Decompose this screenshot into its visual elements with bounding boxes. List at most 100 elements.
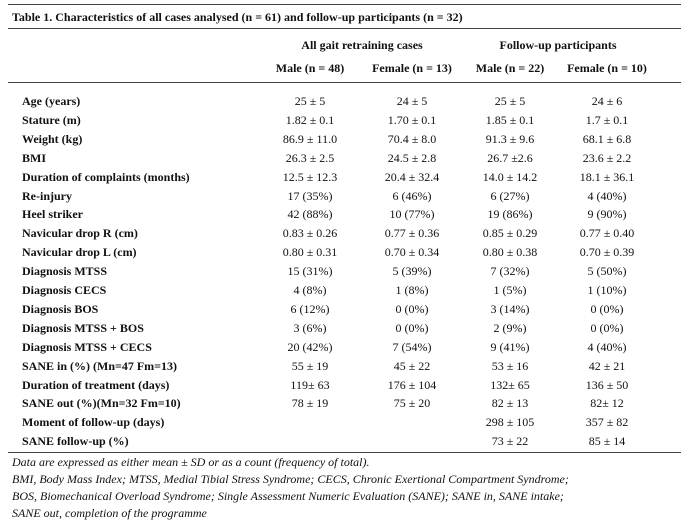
cell: 4 (40%) [587, 339, 627, 354]
cell: 6 (46%) [392, 188, 432, 203]
row-label: Weight (kg) [22, 131, 83, 146]
cell: 1.70 ± 0.1 [387, 112, 437, 127]
cell: 136 ± 50 [585, 377, 629, 392]
cell: 25 ± 5 [494, 94, 526, 108]
group-header: Follow-up participants [499, 38, 617, 52]
column-header: Female (n = 10) [567, 61, 647, 75]
cell: 1.82 ± 0.1 [285, 112, 335, 127]
cell: 1 (10%) [587, 283, 627, 297]
cell: 5 (39%) [392, 264, 432, 279]
cell: 3 (6%) [293, 320, 327, 335]
column-header: Male (n = 48) [275, 61, 345, 75]
cell: 91.3 ± 9.6 [485, 131, 535, 146]
cell: 1 (8%) [395, 283, 429, 297]
cell: 176 ± 104 [387, 377, 437, 392]
row-label: Diagnosis BOS [22, 301, 99, 316]
cell: 0.77 ± 0.36 [384, 226, 440, 241]
cell: 1 (5%) [493, 283, 527, 297]
cell: 0 (0%) [395, 301, 429, 316]
cell: 26.7 ±2.6 [487, 150, 533, 165]
cell: 24 ± 5 [396, 94, 428, 108]
cell: 42 ± 21 [588, 358, 626, 373]
rule [8, 4, 681, 5]
rule [8, 28, 681, 29]
cell: 0.80 ± 0.38 [482, 245, 538, 260]
cell: 15 (31%) [287, 264, 333, 279]
cell: 0.85 ± 0.29 [482, 226, 538, 241]
rule [8, 452, 681, 453]
cell: 6 (12%) [290, 301, 330, 316]
cell: 73 ± 22 [491, 434, 529, 449]
cell: 14.0 ± 14.2 [482, 169, 538, 184]
cell: 82± 12 [590, 396, 624, 411]
cell: 0 (0%) [590, 320, 624, 335]
cell: 24 ± 6 [591, 94, 623, 108]
cell: 5 (50%) [587, 264, 627, 279]
row-label: Moment of follow-up (days) [22, 415, 165, 430]
cell: 12.5 ± 12.3 [282, 169, 338, 184]
row-label: Duration of complaints (months) [22, 169, 190, 184]
cell: 357 ± 82 [585, 415, 629, 430]
cell: 0 (0%) [395, 320, 429, 335]
row-label: Re-injury [22, 188, 72, 203]
cell: 17 (35%) [287, 188, 333, 203]
cell: 45 ± 22 [393, 358, 431, 373]
cell: 7 (32%) [490, 264, 530, 279]
cell: 119± 63 [290, 377, 330, 392]
row-label: Age (years) [22, 94, 81, 108]
cell: 1.85 ± 0.1 [485, 112, 535, 127]
cell: 9 (41%) [490, 339, 530, 354]
cell: 1.7 ± 0.1 [585, 112, 629, 127]
row-label: Diagnosis MTSS [22, 264, 108, 279]
row-label: BMI [22, 150, 46, 165]
cell: 20.4 ± 32.4 [384, 169, 440, 184]
row-label: Stature (m) [22, 112, 81, 127]
cell: 0.70 ± 0.39 [579, 245, 635, 260]
row-label: Duration of treatment (days) [22, 377, 170, 392]
column-header: Female (n = 13) [372, 61, 452, 75]
table-title: Table 1. Characteristics of all cases an… [12, 10, 463, 24]
column-header: Male (n = 22) [475, 61, 545, 75]
note: Data are expressed as either mean ± SD o… [12, 455, 370, 469]
cell: 2 (9%) [493, 320, 527, 335]
cell: 4 (8%) [293, 283, 327, 297]
row-label: Diagnosis MTSS + CECS [22, 339, 152, 354]
row-label: SANE follow-up (%) [22, 434, 129, 449]
cell: 3 (14%) [490, 301, 530, 316]
cell: 86.9 ± 11.0 [282, 131, 338, 146]
cell: 42 (88%) [287, 207, 333, 222]
cell: 0.70 ± 0.34 [384, 245, 440, 260]
rule [8, 82, 681, 83]
cell: 10 (77%) [389, 207, 435, 222]
cell: 53 ± 16 [491, 358, 529, 373]
row-label: Navicular drop L (cm) [22, 245, 137, 260]
cell: 0.77 ± 0.40 [579, 226, 635, 241]
cell: 70.4 ± 8.0 [387, 131, 437, 146]
cell: 6 (27%) [490, 188, 530, 203]
cell: 19 (86%) [487, 207, 533, 222]
cell: 85 ± 14 [588, 434, 626, 449]
cell: 68.1 ± 6.8 [582, 131, 632, 146]
row-label: SANE out (%)(Mn=32 Fm=10) [22, 396, 181, 411]
cell: 25 ± 5 [294, 94, 326, 108]
cell: 75 ± 20 [393, 396, 431, 411]
cell: 82 ± 13 [491, 396, 529, 411]
cell: 7 (54%) [392, 339, 432, 354]
cell: 55 ± 19 [291, 358, 329, 373]
cell: 0.83 ± 0.26 [282, 226, 338, 241]
row-label: Diagnosis CECS [22, 283, 107, 297]
row-label: Diagnosis MTSS + BOS [22, 320, 144, 335]
row-label: Heel striker [22, 207, 83, 222]
cell: 20 (42%) [287, 339, 333, 354]
cell: 9 (90%) [587, 207, 627, 222]
group-header: All gait retraining cases [301, 38, 423, 52]
cell: 24.5 ± 2.8 [387, 150, 437, 165]
cell: 18.1 ± 36.1 [579, 169, 635, 184]
cell: 0 (0%) [590, 301, 624, 316]
cell: 132± 65 [490, 377, 530, 392]
cell: 4 (40%) [587, 188, 627, 203]
note: BMI, Body Mass Index; MTSS, Medial Tibia… [12, 472, 569, 520]
cell: 26.3 ± 2.5 [285, 150, 335, 165]
row-label: Navicular drop R (cm) [22, 226, 138, 241]
